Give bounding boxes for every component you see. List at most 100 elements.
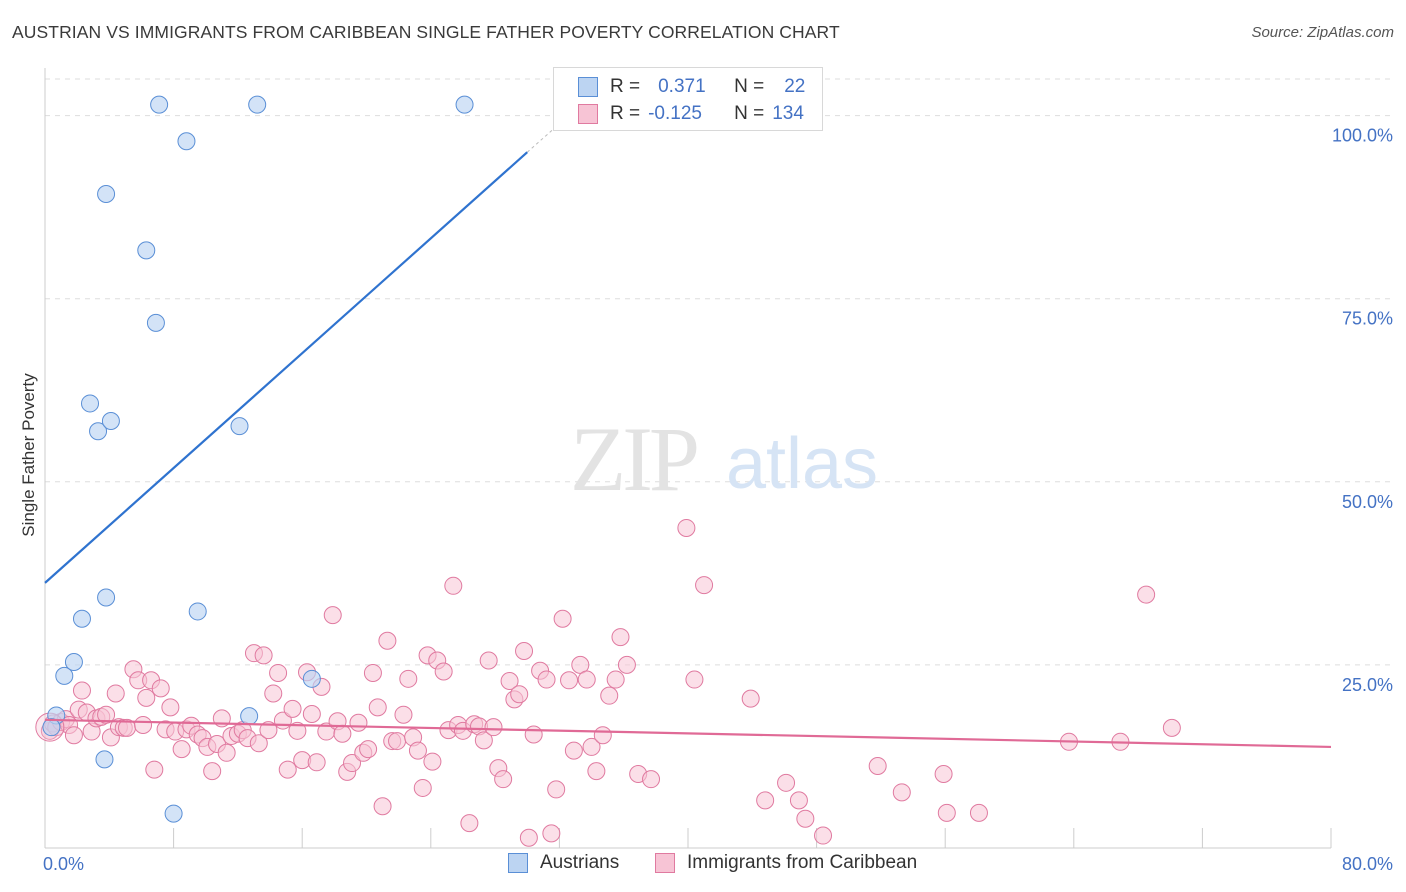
- caribbean-point: [363, 663, 382, 682]
- caribbean-point: [264, 684, 283, 703]
- legend-r-label: R =: [610, 103, 641, 124]
- austrians-point: [55, 666, 74, 685]
- caribbean-point: [685, 670, 704, 689]
- caribbean-point: [542, 824, 561, 843]
- caribbean-point: [64, 726, 83, 745]
- caribbean-point: [606, 670, 625, 689]
- legend-label-caribbean: Immigrants from Caribbean: [687, 852, 918, 873]
- caribbean-point: [161, 698, 180, 717]
- caribbean-point: [259, 721, 278, 740]
- austrians-point: [89, 422, 108, 441]
- y-tick-label: 75.0%: [1342, 309, 1393, 329]
- caribbean-point: [373, 797, 392, 816]
- caribbean-points: [35, 518, 1181, 847]
- caribbean-point: [302, 704, 321, 723]
- caribbean-point: [553, 609, 572, 628]
- chart-title: AUSTRIAN VS IMMIGRANTS FROM CARIBBEAN SI…: [12, 22, 840, 42]
- caribbean-point: [134, 715, 153, 734]
- austrians-point: [230, 417, 249, 436]
- caribbean-point: [359, 740, 378, 759]
- legend-r-value: 0.371: [658, 76, 706, 97]
- caribbean-point: [564, 741, 583, 760]
- austrians-points: [42, 95, 474, 823]
- legend-n-value: 22: [784, 76, 806, 97]
- axis-layer: 25.0% 50.0% 75.0% 100.0% 0.0% 80.0%: [43, 68, 1393, 874]
- caribbean-point: [434, 662, 453, 681]
- caribbean-point: [145, 760, 164, 779]
- caribbean-point: [868, 756, 887, 775]
- caribbean-point: [368, 698, 387, 717]
- austrians-point: [302, 669, 321, 688]
- caribbean-point: [479, 651, 498, 670]
- y-tick-label: 100.0%: [1332, 126, 1393, 146]
- caribbean-point: [500, 672, 519, 691]
- austrians-trend-extension: [526, 126, 557, 153]
- caribbean-point: [106, 684, 125, 703]
- caribbean-point: [892, 783, 911, 802]
- caribbean-point: [269, 663, 288, 682]
- caribbean-point: [484, 718, 503, 737]
- caribbean-point: [399, 669, 418, 688]
- caribbean-point: [217, 743, 236, 762]
- caribbean-point: [72, 681, 91, 700]
- caribbean-point: [777, 773, 796, 792]
- caribbean-point: [307, 753, 326, 772]
- caribbean-point: [137, 688, 156, 707]
- legend-swatch-austrians: [508, 853, 528, 873]
- caribbean-point: [695, 576, 714, 595]
- austrians-point: [95, 750, 114, 769]
- legend-swatch-austrians: [578, 77, 598, 97]
- austrians-point: [97, 588, 116, 607]
- austrians-point: [146, 313, 165, 332]
- caribbean-point: [756, 791, 775, 810]
- austrians-point: [177, 132, 196, 151]
- caribbean-point: [408, 741, 427, 760]
- caribbean-point: [254, 646, 273, 665]
- caribbean-point: [519, 828, 538, 847]
- legend-swatch-caribbean: [578, 104, 598, 124]
- caribbean-point: [413, 778, 432, 797]
- caribbean-point: [97, 705, 116, 724]
- y-tick-label: 25.0%: [1342, 675, 1393, 695]
- watermark-zip: ZIP: [570, 408, 697, 510]
- caribbean-point: [151, 679, 170, 698]
- austrians-point: [72, 609, 91, 628]
- caribbean-point: [1162, 718, 1181, 737]
- austrians-point: [64, 652, 83, 671]
- caribbean-point: [582, 737, 601, 756]
- caribbean-point: [937, 803, 956, 822]
- austrians-point: [240, 707, 259, 726]
- watermark-atlas: atlas: [726, 424, 878, 504]
- caribbean-point: [249, 734, 268, 753]
- caribbean-point: [1137, 585, 1156, 604]
- caribbean-point: [203, 762, 222, 781]
- caribbean-point: [510, 685, 529, 704]
- legend-label-austrians: Austrians: [540, 852, 620, 873]
- legend-swatch-caribbean: [655, 853, 675, 873]
- legend-row-austrians: R = 0.371 N = 22: [554, 74, 805, 100]
- caribbean-point: [349, 713, 368, 732]
- austrians-trend-line: [44, 151, 528, 584]
- y-tick-label: 50.0%: [1342, 492, 1393, 512]
- caribbean-point: [278, 760, 297, 779]
- legend-r-value: -0.125: [648, 103, 702, 124]
- austrians-point: [42, 718, 61, 737]
- austrians-point: [81, 394, 100, 413]
- caribbean-point: [577, 670, 596, 689]
- caribbean-point: [515, 641, 534, 660]
- caribbean-point: [969, 803, 988, 822]
- caribbean-point: [587, 762, 606, 781]
- legend-row-caribbean: R = -0.125 N = 134: [554, 101, 804, 127]
- caribbean-point: [677, 518, 696, 537]
- austrians-point: [150, 95, 169, 114]
- caribbean-point: [343, 754, 362, 773]
- caribbean-point: [547, 780, 566, 799]
- austrians-point: [97, 184, 116, 203]
- source-label: Source: ZipAtlas.com: [1251, 24, 1394, 41]
- watermark: ZIP atlas: [570, 408, 878, 510]
- caribbean-point: [460, 814, 479, 833]
- caribbean-point: [333, 724, 352, 743]
- caribbean-point: [814, 826, 833, 845]
- caribbean-point: [323, 606, 342, 625]
